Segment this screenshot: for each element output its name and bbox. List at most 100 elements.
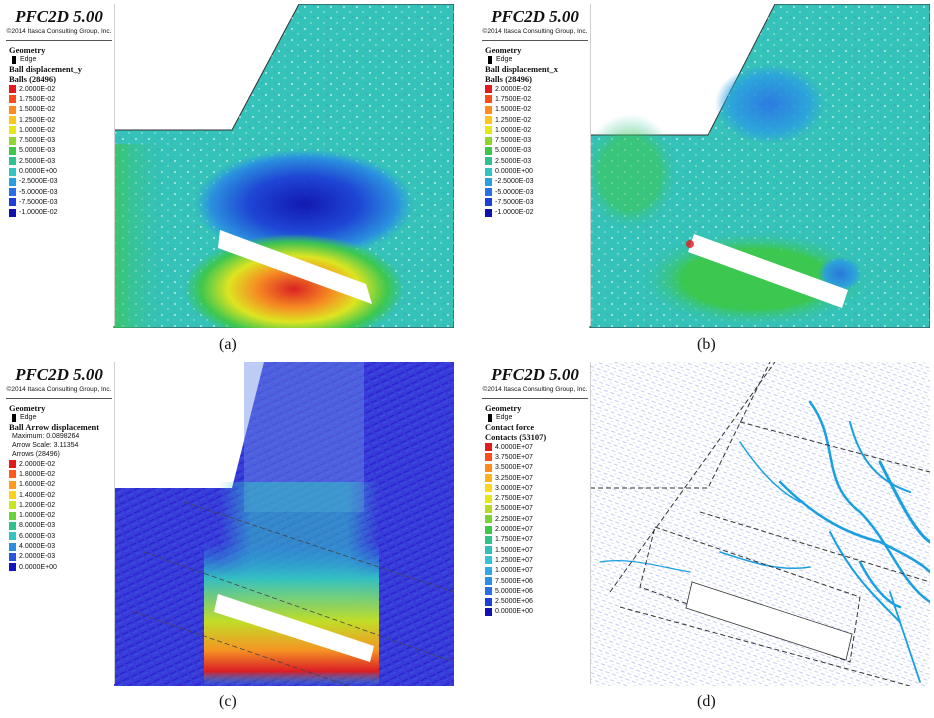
legend-entry: 1.2500E-02 <box>9 115 109 125</box>
plot-a-viewport[interactable] <box>4 4 454 328</box>
edge-label: Edge <box>20 56 37 63</box>
arrow-scale-label: Arrow Scale: 3.11354 <box>12 442 79 449</box>
legend-entry-label: 1.4000E-02 <box>19 491 56 499</box>
legend-entry: 1.5000E+07 <box>485 545 585 555</box>
legend-entry: -2.5000E-03 <box>485 177 585 187</box>
color-swatch <box>485 566 492 575</box>
legend-entry: 7.5000E+06 <box>485 576 585 586</box>
edge-swatch-icon <box>488 55 492 64</box>
legend-entry-label: -5.0000E-03 <box>495 188 534 196</box>
legend-b: PFC2D 5.00 ©2014 Itasca Consulting Group… <box>480 4 591 326</box>
legend-entry: 1.2500E-02 <box>485 115 585 125</box>
count-label: Balls (28496) <box>485 74 532 84</box>
legend-entry: 2.5000E+06 <box>485 596 585 606</box>
legend-c: PFC2D 5.00 ©2014 Itasca Consulting Group… <box>4 362 115 684</box>
legend-entry-label: 3.7500E+07 <box>495 453 533 461</box>
color-swatch <box>9 491 16 500</box>
color-swatch <box>485 587 492 596</box>
legend-entry-label: 1.8000E-02 <box>19 470 56 478</box>
legend-entry: 7.5000E-03 <box>485 135 585 145</box>
legend-entry-label: -2.5000E-03 <box>19 178 58 186</box>
legend-entry: 1.4000E-02 <box>9 490 109 500</box>
legend-entry: 1.7500E-02 <box>485 94 585 104</box>
color-swatch <box>9 126 16 135</box>
edge-swatch-icon <box>12 55 16 64</box>
color-swatch <box>9 116 16 125</box>
color-swatch <box>485 607 492 616</box>
legend-entry: 5.0000E-03 <box>9 146 109 156</box>
legend-entry: -5.0000E-03 <box>9 187 109 197</box>
count-label: Balls (28496) <box>9 74 56 84</box>
legend-entry-label: -7.5000E-03 <box>495 198 534 206</box>
panel-c: PFC2D 5.00 ©2014 Itasca Consulting Group… <box>4 362 454 686</box>
legend-entry: 2.7500E+07 <box>485 493 585 503</box>
legend-entry-label: 2.5000E+06 <box>495 598 533 606</box>
color-swatch <box>485 167 492 176</box>
legend-entry-label: 2.0000E-03 <box>19 553 56 561</box>
panel-b: PFC2D 5.00 ©2014 Itasca Consulting Group… <box>480 4 930 328</box>
copyright-text: ©2014 Itasca Consulting Group, Inc. <box>6 386 112 399</box>
legend-entry: 1.5000E-02 <box>485 105 585 115</box>
app-title: PFC2D 5.00 <box>491 7 579 26</box>
legend-entry-label: 2.5000E+07 <box>495 505 533 513</box>
color-swatch <box>485 126 492 135</box>
color-swatch <box>485 577 492 585</box>
legend-entry: -2.5000E-03 <box>9 177 109 187</box>
color-swatch <box>9 208 16 217</box>
legend-entry-label: 4.0000E+07 <box>495 443 533 451</box>
legend-entry: 1.0000E-02 <box>485 125 585 135</box>
color-swatch <box>485 95 492 104</box>
legend-entry-label: 1.2000E-02 <box>19 501 56 509</box>
legend-entry-label: 1.5000E+07 <box>495 546 533 554</box>
legend-entry-label: 2.7500E+07 <box>495 495 533 503</box>
legend-entry-label: 3.0000E+07 <box>495 484 533 492</box>
legend-entry: 1.0000E+07 <box>485 566 585 576</box>
legend-entry: 2.5000E-03 <box>9 156 109 166</box>
legend-entry: 1.2500E+07 <box>485 555 585 565</box>
color-swatch <box>9 480 16 489</box>
legend-entry-label: 1.2500E-02 <box>495 116 532 124</box>
arrows-count-label: Arrows (28496) <box>12 451 60 458</box>
legend-entry: 3.5000E+07 <box>485 463 585 473</box>
legend-entry: 1.2000E-02 <box>9 500 109 510</box>
color-swatch <box>9 188 16 197</box>
legend-entry-label: 5.0000E-03 <box>19 147 56 155</box>
legend-entry: 1.8000E-02 <box>9 469 109 479</box>
color-swatch <box>485 535 492 544</box>
color-swatch <box>485 188 492 197</box>
plot-title: Ball displacement_x <box>485 64 558 74</box>
color-swatch <box>9 563 16 572</box>
color-swatch <box>485 443 492 452</box>
color-swatch <box>9 501 16 510</box>
legend-entry: 6.0000E-03 <box>9 531 109 541</box>
plot-title: Ball Arrow displacement <box>9 422 100 432</box>
color-swatch <box>9 167 16 176</box>
color-swatch <box>485 157 492 166</box>
color-swatch <box>485 556 492 565</box>
color-swatch <box>485 198 492 207</box>
legend-entry-label: -1.0000E-02 <box>495 209 534 217</box>
color-swatch <box>9 105 16 114</box>
legend-entry-label: 7.5000E-03 <box>19 137 56 145</box>
legend-entry-label: 4.0000E-03 <box>19 543 56 551</box>
legend-entry: -7.5000E-03 <box>485 197 585 207</box>
legend-entry-label: 1.7500E+07 <box>495 536 533 544</box>
color-swatch <box>485 597 492 606</box>
color-swatch <box>9 146 16 155</box>
color-swatch <box>9 177 16 186</box>
legend-entry: 4.0000E+07 <box>485 442 585 452</box>
legend-entry: 3.7500E+07 <box>485 452 585 462</box>
edge-swatch-icon <box>488 413 492 422</box>
legend-entry: 2.5000E+07 <box>485 504 585 514</box>
legend-entry-label: 1.0000E+07 <box>495 567 533 575</box>
color-swatch <box>9 85 16 94</box>
color-swatch <box>485 453 492 462</box>
legend-entry-label: -7.5000E-03 <box>19 198 58 206</box>
legend-entry-label: 0.0000E+00 <box>495 608 533 616</box>
legend-entry: 2.0000E+07 <box>485 524 585 534</box>
legend-entry-label: 2.5000E-03 <box>19 157 56 165</box>
legend-entry: 0.0000E+00 <box>485 166 585 176</box>
geometry-label: Geometry <box>9 403 46 413</box>
color-swatch <box>485 474 492 483</box>
caption-d: (d) <box>697 693 716 710</box>
